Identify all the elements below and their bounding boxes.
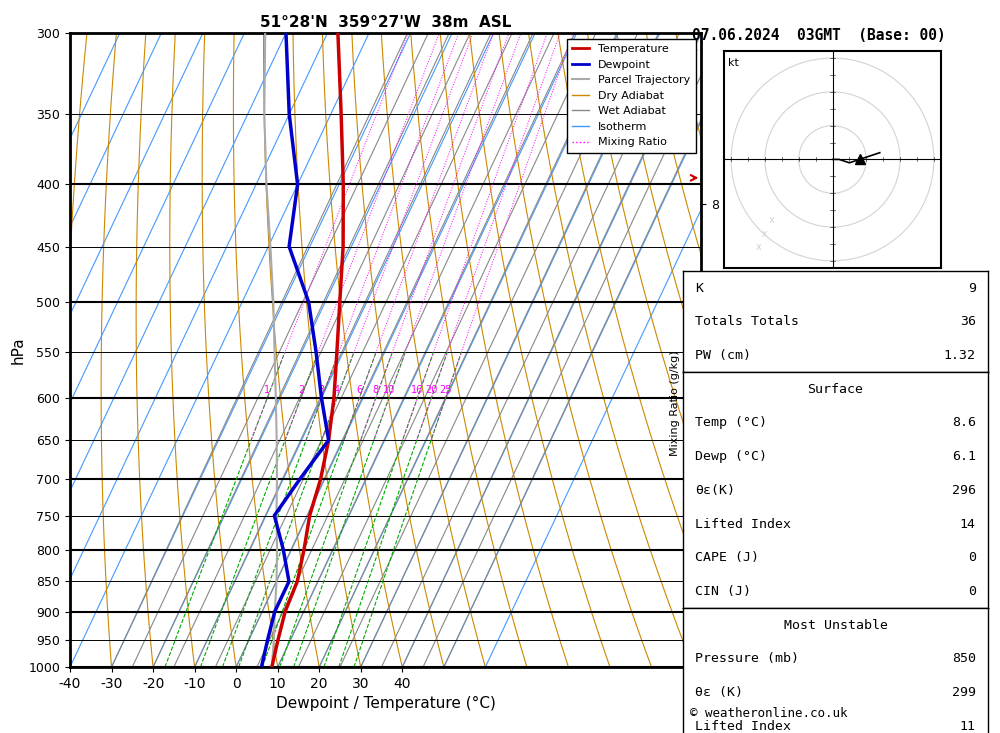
- Legend: Temperature, Dewpoint, Parcel Trajectory, Dry Adiabat, Wet Adiabat, Isotherm, Mi: Temperature, Dewpoint, Parcel Trajectory…: [567, 39, 696, 153]
- Text: K: K: [695, 281, 703, 295]
- Text: 2: 2: [298, 386, 304, 396]
- Text: 9: 9: [968, 281, 976, 295]
- Text: x: x: [755, 243, 761, 252]
- Text: Temp (°C): Temp (°C): [695, 416, 767, 430]
- Text: PW (cm): PW (cm): [695, 349, 751, 362]
- Text: 16: 16: [411, 386, 423, 396]
- Text: Pressure (mb): Pressure (mb): [695, 652, 799, 666]
- Text: 8.6: 8.6: [952, 416, 976, 430]
- Text: 14: 14: [960, 517, 976, 531]
- Text: 07.06.2024  03GMT  (Base: 00): 07.06.2024 03GMT (Base: 00): [692, 28, 946, 43]
- Title: 51°28'N  359°27'W  38m  ASL: 51°28'N 359°27'W 38m ASL: [260, 15, 511, 31]
- Text: 1: 1: [264, 386, 270, 396]
- Text: 11: 11: [960, 720, 976, 733]
- Text: 6.1: 6.1: [952, 450, 976, 463]
- Text: CIN (J): CIN (J): [695, 585, 751, 598]
- Text: θε (K): θε (K): [695, 686, 743, 699]
- Text: θε(K): θε(K): [695, 484, 735, 497]
- Text: 296: 296: [952, 484, 976, 497]
- Y-axis label: hPa: hPa: [11, 336, 26, 364]
- Text: kt: kt: [728, 58, 739, 68]
- Text: Surface: Surface: [808, 383, 864, 396]
- Text: Mixing Ratio (g/kg): Mixing Ratio (g/kg): [670, 350, 680, 456]
- Y-axis label: km
ASL: km ASL: [732, 336, 756, 364]
- Text: 8: 8: [373, 386, 379, 396]
- Text: Lifted Index: Lifted Index: [695, 517, 791, 531]
- Text: Most Unstable: Most Unstable: [784, 619, 888, 632]
- Text: Lifted Index: Lifted Index: [695, 720, 791, 733]
- X-axis label: Dewpoint / Temperature (°C): Dewpoint / Temperature (°C): [276, 696, 496, 711]
- Text: 25: 25: [439, 386, 452, 396]
- Text: Dewp (°C): Dewp (°C): [695, 450, 767, 463]
- Text: 10: 10: [383, 386, 395, 396]
- Text: 4: 4: [334, 386, 340, 396]
- Text: x: x: [769, 216, 775, 225]
- Text: 0: 0: [968, 585, 976, 598]
- Text: 6: 6: [356, 386, 362, 396]
- Text: 20: 20: [425, 386, 438, 396]
- Text: Totals Totals: Totals Totals: [695, 315, 799, 328]
- Text: 36: 36: [960, 315, 976, 328]
- Text: 1.32: 1.32: [944, 349, 976, 362]
- Text: LCL: LCL: [708, 652, 729, 661]
- Text: CAPE (J): CAPE (J): [695, 551, 759, 564]
- Text: 0: 0: [968, 551, 976, 564]
- Text: 299: 299: [952, 686, 976, 699]
- Text: 3: 3: [319, 386, 325, 396]
- Text: x: x: [762, 229, 768, 239]
- Text: © weatheronline.co.uk: © weatheronline.co.uk: [690, 707, 848, 720]
- Text: 850: 850: [952, 652, 976, 666]
